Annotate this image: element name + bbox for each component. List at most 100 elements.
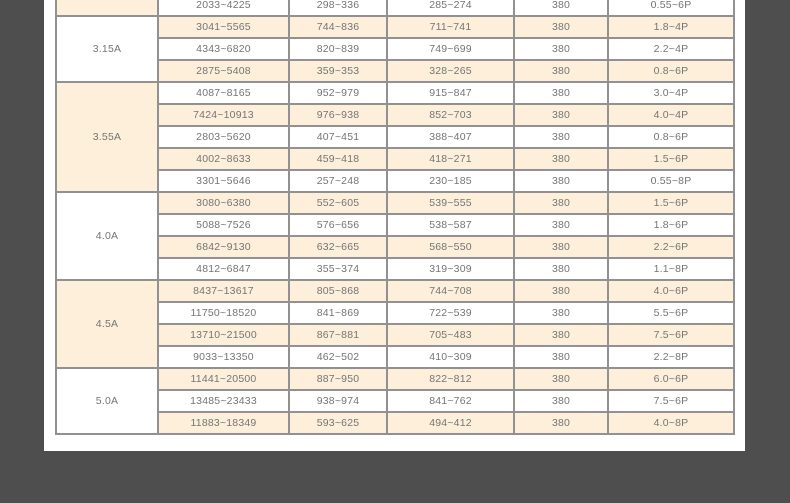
spec-cell: 820~839: [288, 37, 388, 61]
spec-cell: 822~812: [386, 367, 515, 391]
spec-cell: 380: [513, 323, 609, 347]
spec-cell: 711~741: [386, 15, 515, 39]
spec-cell: 380: [513, 147, 609, 171]
group-label-cell: 3.55A: [55, 81, 159, 193]
spec-cell: 0.55~8P: [607, 169, 735, 193]
spec-cell: 805~868: [288, 279, 388, 303]
spec-cell: 9033~13350: [157, 345, 290, 369]
group-label-cell: 4.5A: [55, 279, 159, 369]
spec-cell: 552~605: [288, 191, 388, 215]
spec-cell: 380: [513, 191, 609, 215]
spec-cell: 11441~20500: [157, 367, 290, 391]
table-row: 2875~5408 359~353 328~265 380 0.8~6P: [56, 59, 735, 83]
spec-cell: 539~555: [386, 191, 515, 215]
spec-cell: 230~185: [386, 169, 515, 193]
spec-cell: 538~587: [386, 213, 515, 237]
table-row: 4.0A 3080~6380 552~605 539~555 380 1.5~6P: [55, 191, 735, 281]
spec-cell: 13485~23433: [157, 389, 290, 413]
spec-cell: 4812~6847: [157, 257, 290, 281]
spec-cell: 380: [513, 257, 609, 281]
spec-cell: 380: [513, 81, 609, 105]
spec-cell: 285~274: [386, 0, 515, 17]
spec-cell: 4343~6820: [157, 37, 290, 61]
spec-table: 2033~4225 298~336 285~274 380 0.55~6P 3.15A 30…: [55, 0, 735, 435]
spec-cell: 3301~5646: [157, 169, 290, 193]
spec-cell: 4.0~4P: [607, 103, 735, 127]
spec-cell: 722~539: [386, 301, 515, 325]
spec-cell: 593~625: [288, 411, 388, 435]
spec-cell: 1.1~8P: [607, 257, 735, 281]
spec-cell: 7.5~6P: [607, 323, 735, 347]
spec-table-body: 2033~4225 298~336 285~274 380 0.55~6P 3.15A 30…: [55, 0, 735, 435]
spec-cell: 380: [513, 301, 609, 325]
spec-cell: 1.5~6P: [607, 191, 735, 215]
spec-cell: 4.0~8P: [607, 411, 735, 435]
spec-cell: 952~979: [288, 81, 388, 105]
spec-cell: 841~869: [288, 301, 388, 325]
spec-cell: 8437~13617: [157, 279, 290, 303]
table-row: 11883~18349 593~625 494~412 380 4.0~8P: [56, 411, 735, 435]
spec-cell: 3080~6380: [157, 191, 290, 215]
table-row: 4812~6847 355~374 319~309 380 1.1~8P: [56, 257, 735, 281]
spec-cell: 867~881: [288, 323, 388, 347]
group-label-cell: [55, 0, 159, 17]
spec-cell: 1.8~6P: [607, 213, 735, 237]
spec-cell: 915~847: [386, 81, 515, 105]
spec-cell: 380: [513, 411, 609, 435]
spec-cell: 380: [513, 0, 609, 17]
table-row: 3301~5646 257~248 230~185 380 0.55~8P: [56, 169, 735, 193]
spec-cell: 11750~18520: [157, 301, 290, 325]
spec-cell: 459~418: [288, 147, 388, 171]
spec-cell: 2.2~8P: [607, 345, 735, 369]
table-row: 2803~5620 407~451 388~407 380 0.8~6P: [56, 125, 735, 149]
spec-cell: 744~836: [288, 15, 388, 39]
spec-cell: 418~271: [386, 147, 515, 171]
spec-cell: 388~407: [386, 125, 515, 149]
spec-cell: 705~483: [386, 323, 515, 347]
spec-cell: 841~762: [386, 389, 515, 413]
table-row: 9033~13350 462~502 410~309 380 2.2~8P: [56, 345, 735, 369]
spec-cell: 298~336: [288, 0, 388, 17]
spec-cell: 328~265: [386, 59, 515, 83]
spec-cell: 2.2~6P: [607, 235, 735, 259]
table-row: 11750~18520 841~869 722~539 380 5.5~6P: [56, 301, 735, 325]
spec-cell: 380: [513, 279, 609, 303]
content-area: 2033~4225 298~336 285~274 380 0.55~6P 3.15A 30…: [44, 0, 745, 451]
table-row: 2033~4225 298~336 285~274 380 0.55~6P: [55, 0, 735, 17]
spec-cell: 938~974: [288, 389, 388, 413]
spec-cell: 494~412: [386, 411, 515, 435]
spec-cell: 6842~9130: [157, 235, 290, 259]
spec-cell: 887~950: [288, 367, 388, 391]
spec-cell: 355~374: [288, 257, 388, 281]
spec-cell: 13710~21500: [157, 323, 290, 347]
spec-table-viewport: 2033~4225 298~336 285~274 380 0.55~6P 3.15A 30…: [55, 0, 737, 436]
spec-cell: 2803~5620: [157, 125, 290, 149]
table-row: 4002~8633 459~418 418~271 380 1.5~6P: [56, 147, 735, 171]
spec-cell: 0.8~6P: [607, 59, 735, 83]
spec-cell: 410~309: [386, 345, 515, 369]
table-row: 4.5A 8437~13617 805~868 744~708 380 4.0~6P: [55, 279, 735, 369]
group-label-cell: 3.15A: [55, 15, 159, 83]
spec-cell: 976~938: [288, 103, 388, 127]
spec-cell: 462~502: [288, 345, 388, 369]
spec-cell: 749~699: [386, 37, 515, 61]
table-row: 5088~7526 576~656 538~587 380 1.8~6P: [56, 213, 735, 237]
spec-cell: 380: [513, 103, 609, 127]
spec-cell: 359~353: [288, 59, 388, 83]
spec-cell: 380: [513, 389, 609, 413]
group-label-cell: 4.0A: [55, 191, 159, 281]
spec-cell: 380: [513, 15, 609, 39]
spec-cell: 3.0~4P: [607, 81, 735, 105]
table-row: 6842~9130 632~665 568~550 380 2.2~6P: [56, 235, 735, 259]
table-row: 3.15A 3041~5565 744~836 711~741 380 1.8~4P: [55, 15, 735, 83]
table-row: 13710~21500 867~881 705~483 380 7.5~6P: [56, 323, 735, 347]
spec-cell: 11883~18349: [157, 411, 290, 435]
spec-cell: 380: [513, 345, 609, 369]
spec-cell: 257~248: [288, 169, 388, 193]
spec-cell: 7.5~6P: [607, 389, 735, 413]
spec-cell: 568~550: [386, 235, 515, 259]
spec-cell: 5.5~6P: [607, 301, 735, 325]
spec-cell: 2.2~4P: [607, 37, 735, 61]
table-row: 13485~23433 938~974 841~762 380 7.5~6P: [56, 389, 735, 413]
spec-cell: 4087~8165: [157, 81, 290, 105]
